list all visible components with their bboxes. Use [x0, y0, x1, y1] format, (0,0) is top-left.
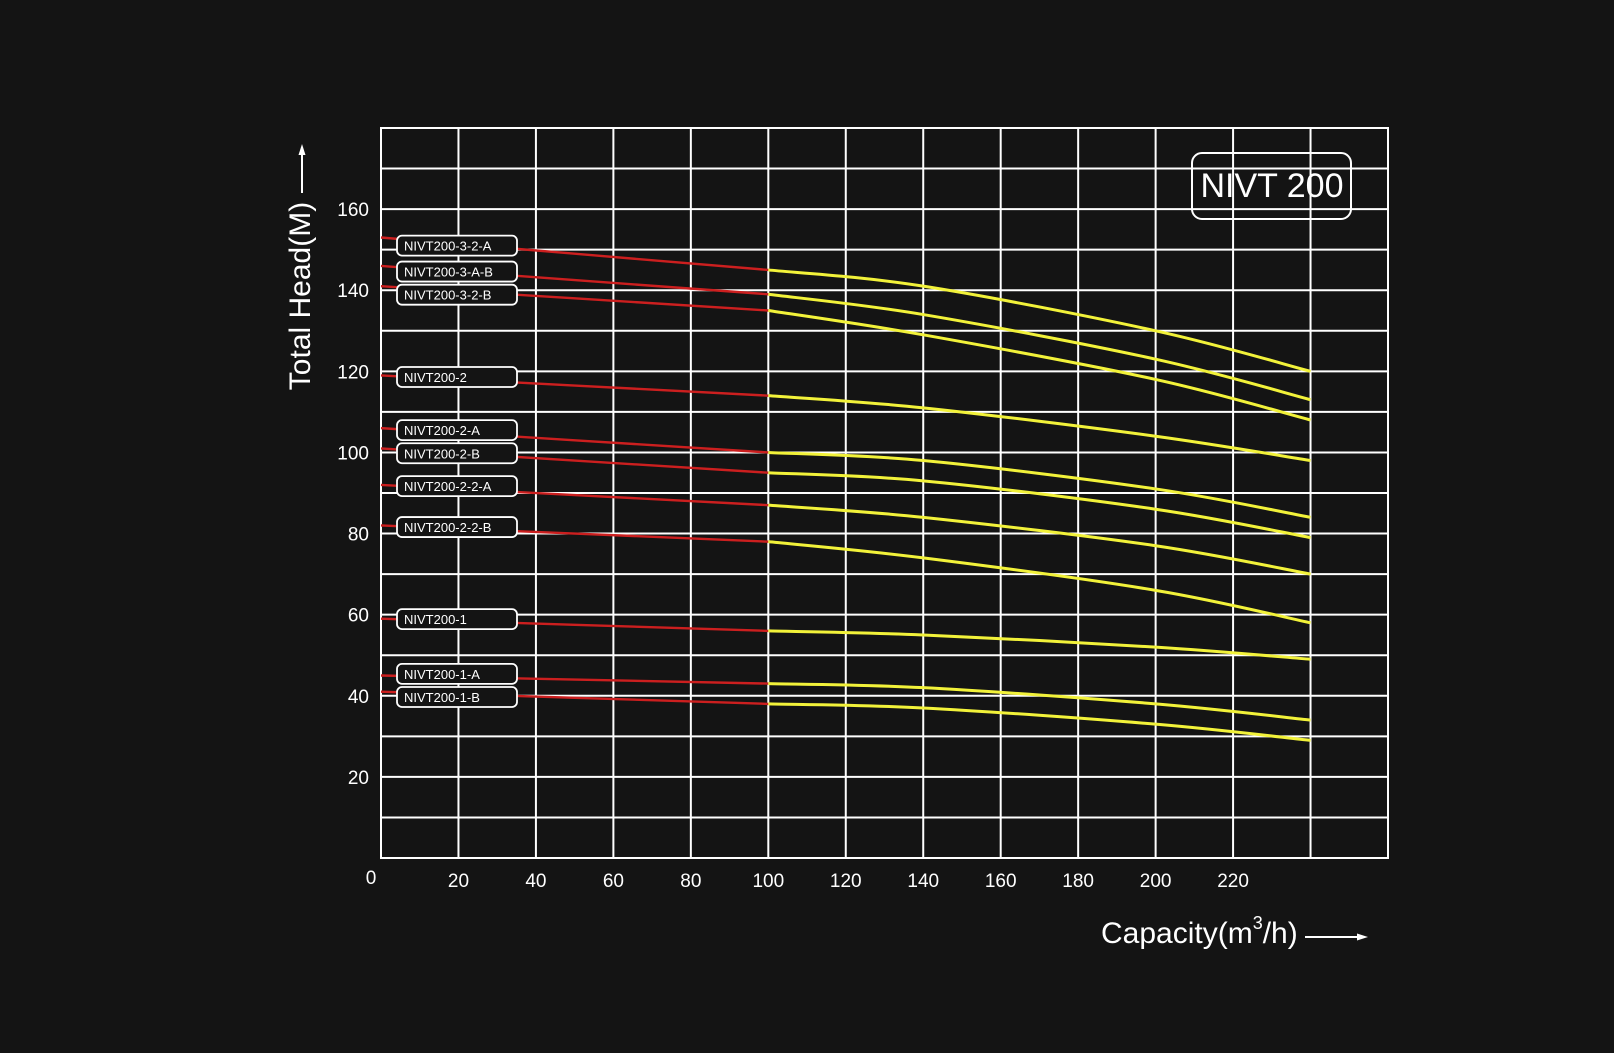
- curve-label: NIVT200-1-B: [396, 686, 518, 708]
- curve-label-text: NIVT200-3-2-A: [404, 239, 492, 254]
- model-box-frame: [1191, 152, 1352, 220]
- y-tick-label: 140: [337, 281, 369, 302]
- x-tick-label: 0: [366, 868, 377, 889]
- x-tick-label: 180: [1062, 871, 1094, 892]
- x-tick-label: 20: [448, 871, 469, 892]
- x-axis-title-group: Capacity(m3/h): [1101, 913, 1368, 950]
- curve-label: NIVT200-3-2-A: [396, 234, 518, 257]
- curve-operating-segment: [768, 471, 1311, 540]
- curve-label-box: [396, 234, 518, 257]
- curve-label-text: NIVT200-3-A-B: [404, 265, 493, 280]
- tick-label-layer: 0 20 40 60 80 100 120 140 160 180 200 220 20 40 60 80 10…: [337, 200, 1249, 892]
- curve-label: NIVT200-3-A-B: [396, 260, 518, 283]
- y-tick-label: 100: [337, 443, 369, 464]
- x-tick-label: 100: [752, 871, 784, 892]
- y-axis-title: Total Head(M): [284, 202, 317, 390]
- y-tick-label: 60: [348, 606, 369, 627]
- y-tick-label: 40: [348, 687, 369, 708]
- x-axis-title-suffix: /h): [1263, 917, 1298, 950]
- curve-label: NIVT200-1: [396, 608, 518, 631]
- curve-label-box: [396, 516, 518, 538]
- curve-label-text: NIVT200-2-B: [404, 446, 480, 461]
- curve-operating-segment: [768, 450, 1311, 519]
- model-box-text: NIVT 200: [1200, 167, 1343, 205]
- model-box: NIVT 200: [1191, 152, 1352, 220]
- y-axis-title-group: Total Head(M): [284, 144, 317, 390]
- x-axis-arrow-head: [1357, 933, 1368, 941]
- y-tick-label: 20: [348, 768, 369, 789]
- curve-label-text: NIVT200-2-2-A: [404, 479, 492, 494]
- y-tick-label: 120: [337, 362, 369, 383]
- curve-label-box: [396, 475, 518, 498]
- curve-label-box: [396, 608, 518, 631]
- curve-label: NIVT200-2-2-A: [396, 475, 518, 498]
- x-tick-label: 60: [603, 871, 624, 892]
- curve-label-box: [396, 442, 518, 465]
- curve-label-text: NIVT200-1-B: [404, 690, 480, 705]
- x-tick-label: 80: [680, 871, 701, 892]
- curve-label-box: [396, 366, 518, 388]
- curve-label: NIVT200-2: [396, 366, 518, 388]
- curve-label-box: [396, 419, 518, 442]
- x-axis-title-main: Capacity(m: [1101, 917, 1253, 950]
- curve-label-box: [396, 260, 518, 283]
- curve-label: NIVT200-2-A: [396, 419, 518, 442]
- x-tick-label: 220: [1217, 871, 1249, 892]
- curve-label: NIVT200-2-2-B: [396, 516, 518, 538]
- y-axis-arrow-head: [298, 144, 306, 155]
- curve-operating-segment: [768, 540, 1311, 625]
- y-tick-label: 80: [348, 525, 369, 546]
- curve-label-text: NIVT200-2-2-B: [404, 520, 491, 535]
- y-tick-label: 160: [337, 200, 369, 221]
- curve-operating-segment: [768, 682, 1311, 722]
- grid-layer: [380, 127, 1389, 859]
- curve-label-layer: NIVT200-3-2-A NIVT200-3-A-B NIVT200-3-2-B N…: [396, 234, 518, 708]
- curve-label-text: NIVT200-1-A: [404, 667, 480, 682]
- curve-label: NIVT200-2-B: [396, 442, 518, 465]
- curve-label: NIVT200-3-2-B: [396, 283, 518, 306]
- curve-label-text: NIVT200-2: [404, 370, 467, 385]
- curve-label-box: [396, 686, 518, 708]
- curve-operating-segment: [768, 503, 1311, 576]
- x-tick-label: 200: [1140, 871, 1172, 892]
- curve-operating-segment: [768, 268, 1311, 373]
- curve-operating-segment: [768, 292, 1311, 402]
- curve-operating-segment: [768, 309, 1311, 422]
- x-tick-label: 140: [907, 871, 939, 892]
- curve-label-text: NIVT200-1: [404, 612, 467, 627]
- x-axis-title-sup: 3: [1253, 913, 1263, 933]
- curve-operating-segment: [768, 394, 1311, 463]
- x-axis-title: Capacity(m3/h): [1101, 913, 1298, 950]
- x-tick-label: 120: [830, 871, 862, 892]
- curve-label-box: [396, 662, 518, 685]
- x-tick-label: 40: [525, 871, 546, 892]
- x-tick-label: 160: [985, 871, 1017, 892]
- curve-operating-segment: [768, 702, 1311, 742]
- curve-label-box: [396, 283, 518, 306]
- curve-label-text: NIVT200-3-2-B: [404, 288, 491, 303]
- curve-operating-segment: [768, 629, 1311, 661]
- curve-label: NIVT200-1-A: [396, 662, 518, 685]
- curve-label-text: NIVT200-2-A: [404, 423, 480, 438]
